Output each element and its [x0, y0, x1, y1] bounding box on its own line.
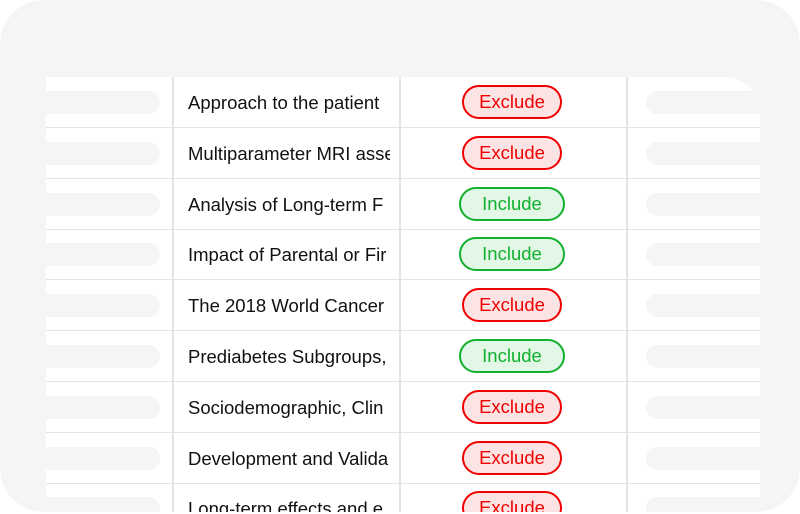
exclude-badge[interactable]: Exclude — [462, 440, 562, 475]
placeholder-cell — [646, 192, 760, 216]
include-badge[interactable]: Include — [459, 237, 565, 272]
article-title: Multiparameter MRI asse — [188, 142, 390, 164]
placeholder-cell — [46, 192, 160, 216]
include-badge[interactable]: Include — [459, 186, 565, 221]
include-badge[interactable]: Include — [459, 339, 565, 373]
placeholder-cell — [46, 345, 160, 368]
placeholder-cell — [646, 243, 760, 267]
exclude-badge[interactable]: Exclude — [462, 288, 562, 323]
exclude-badge[interactable]: Exclude — [462, 491, 562, 512]
table-row[interactable]: Impact of Parental or Fir Include — [46, 229, 760, 281]
placeholder-cell — [646, 497, 760, 512]
article-title: Long-term effects and e — [188, 498, 384, 512]
column-divider — [172, 77, 174, 512]
table-row[interactable]: Long-term effects and e Exclude — [46, 483, 760, 512]
table-row[interactable]: Sociodemographic, Clin Exclude — [46, 382, 760, 433]
placeholder-cell — [46, 497, 160, 512]
exclude-badge[interactable]: Exclude — [462, 85, 562, 119]
column-divider — [626, 77, 628, 512]
placeholder-cell — [646, 395, 760, 419]
article-title: Approach to the patient — [188, 92, 380, 113]
exclude-badge[interactable]: Exclude — [462, 389, 562, 424]
placeholder-cell — [646, 141, 760, 165]
table-row[interactable]: Development and Valida Exclude — [46, 433, 760, 484]
table-row[interactable]: Approach to the patient Exclude — [46, 77, 760, 128]
placeholder-cell — [646, 294, 760, 318]
placeholder-cell — [46, 395, 160, 419]
placeholder-cell — [46, 243, 160, 267]
table-row[interactable]: Analysis of Long-term F Include — [46, 179, 760, 230]
article-title: Analysis of Long-term F — [188, 193, 384, 215]
placeholder-cell — [646, 345, 760, 368]
screening-table: Long-term effects and e Exclude Developmen… — [46, 77, 760, 512]
column-divider — [399, 77, 401, 512]
table-row[interactable]: The 2018 World Cancer Exclude — [46, 280, 760, 332]
article-title: Prediabetes Subgroups, — [188, 346, 387, 367]
placeholder-cell — [646, 91, 760, 114]
exclude-badge[interactable]: Exclude — [462, 135, 562, 170]
placeholder-cell — [46, 446, 160, 470]
article-title: Sociodemographic, Clin — [188, 396, 384, 418]
placeholder-cell — [46, 91, 160, 114]
table-row[interactable]: Multiparameter MRI asse Exclude — [46, 128, 760, 179]
article-title: Development and Valida — [188, 447, 389, 469]
table-row[interactable]: Prediabetes Subgroups, Include — [46, 331, 760, 382]
article-title: The 2018 World Cancer — [188, 295, 385, 317]
placeholder-cell — [46, 141, 160, 165]
placeholder-cell — [646, 446, 760, 470]
article-title: Impact of Parental or Fir — [188, 244, 387, 266]
placeholder-cell — [46, 294, 160, 318]
